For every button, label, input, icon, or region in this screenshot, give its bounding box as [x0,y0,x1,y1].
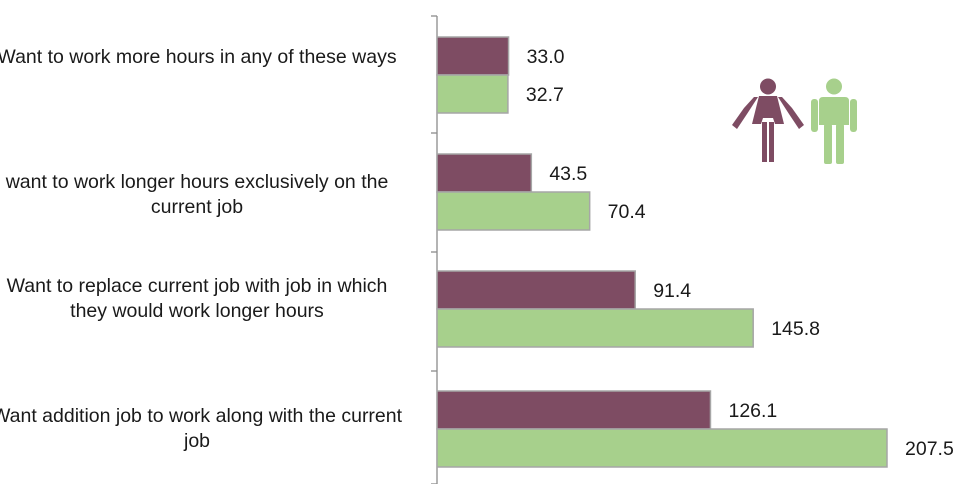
female-figure-icon [732,78,804,162]
bar-series-2 [436,191,591,231]
bar-series-2 [436,74,509,114]
category-label: Want to work more hours in any of these … [0,46,397,68]
category-label: want to work longer hours exclusively on… [5,171,389,218]
bar-series-2 [436,308,754,348]
data-label: 32.7 [526,84,564,106]
value-labels: 33.0 43.5 91.4 126.1 32.7 70.4 145.8 207.5 [526,46,954,460]
bars [436,36,888,468]
data-label: 43.5 [549,163,587,185]
category-label: Want addition job to work along with the… [0,405,403,452]
legend-icons [732,78,857,164]
data-label: 91.4 [653,280,691,302]
bar-series-1 [436,390,712,430]
bar-series-2 [436,428,888,468]
data-label: 126.1 [728,400,777,422]
data-label: 145.8 [771,318,820,340]
bar-series-1 [436,270,636,310]
category-label: Want to replace current job with job in … [6,275,388,322]
bar-series-1 [436,36,510,76]
data-label: 70.4 [608,201,646,223]
data-label: 33.0 [527,46,565,68]
axis [431,15,438,484]
male-figure-icon [811,78,857,164]
bar-series-1 [436,153,533,193]
data-label: 207.5 [905,438,954,460]
